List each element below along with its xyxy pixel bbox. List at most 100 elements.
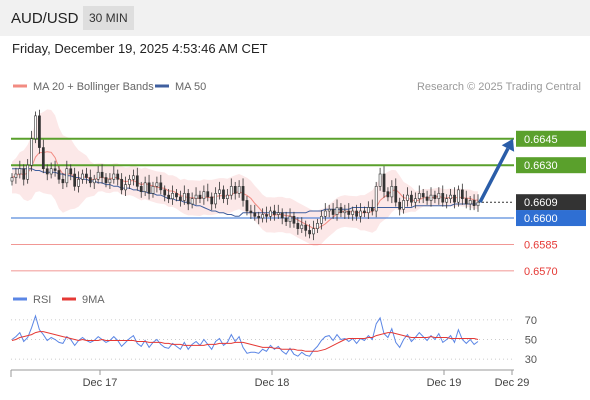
candle-body xyxy=(104,177,108,184)
candle-body xyxy=(139,186,143,192)
candle-body xyxy=(378,173,382,187)
candle-body xyxy=(319,215,323,224)
candle-body xyxy=(476,201,480,207)
ma20-legend-label: MA 20 + Bollinger Bands xyxy=(33,81,154,93)
candle-body xyxy=(241,186,245,201)
candle-body xyxy=(245,200,249,212)
candle-body xyxy=(421,193,425,198)
candle-body xyxy=(233,186,237,194)
candle-body xyxy=(14,173,18,178)
candle-body xyxy=(198,194,202,199)
candle-body xyxy=(171,193,174,199)
candle-body xyxy=(386,191,390,198)
candle-body xyxy=(159,182,163,191)
candle-body xyxy=(175,193,178,198)
rsi-legend-label: RSI xyxy=(33,294,51,306)
candle-body xyxy=(312,228,315,235)
candle-body xyxy=(261,214,264,219)
candle-body xyxy=(237,186,241,194)
candle-body xyxy=(194,194,198,199)
timeframe-badge[interactable]: 30 MIN xyxy=(83,6,134,30)
candle-body xyxy=(147,182,151,194)
level-0-6570-label: 0.6570 xyxy=(524,266,558,278)
price-level-labels: 0.6645 0.6630 0.6609 0.6600 0.6585 0.6570 xyxy=(516,130,586,278)
candle-body xyxy=(398,201,402,210)
candle-body xyxy=(363,210,366,214)
ma50-legend-label: MA 50 xyxy=(175,81,206,93)
candle-body xyxy=(38,115,41,148)
candle-body xyxy=(218,189,221,194)
candle-body xyxy=(441,193,445,203)
candle-body xyxy=(308,230,311,235)
candle-body xyxy=(339,207,343,214)
candle-body xyxy=(417,193,421,199)
candle-body xyxy=(155,182,159,187)
candle-body xyxy=(323,210,327,217)
candle-body xyxy=(304,224,308,231)
candle-body xyxy=(382,173,386,192)
candle-body xyxy=(276,212,280,215)
candle-body xyxy=(128,178,131,185)
candle-body xyxy=(445,198,449,203)
level-0-6585-label: 0.6585 xyxy=(524,239,558,251)
candle-body xyxy=(214,193,217,205)
level-0-6600-label: 0.6600 xyxy=(524,213,558,225)
candle-body xyxy=(292,215,296,224)
candle-body xyxy=(186,193,190,205)
candle-body xyxy=(413,198,417,203)
ma9-legend-label: 9MA xyxy=(82,294,105,306)
candle-body xyxy=(45,168,49,175)
rsi-tick-30: 30 xyxy=(525,354,537,366)
candle-body xyxy=(53,168,57,171)
level-0-6630-label: 0.6630 xyxy=(524,160,558,172)
candle-body xyxy=(410,194,413,203)
candle-body xyxy=(229,186,233,196)
candle-body xyxy=(116,173,120,180)
level-0-6600-badge xyxy=(516,210,586,227)
level-0-6609-label: 0.6609 xyxy=(524,197,558,209)
rsi-line xyxy=(11,314,479,357)
candle-body xyxy=(81,173,84,180)
candle-body xyxy=(190,198,194,205)
candle-body xyxy=(18,168,22,175)
level-0-6609-badge xyxy=(516,194,586,211)
candle-body xyxy=(167,194,171,199)
level-0-6645-label: 0.6645 xyxy=(524,134,558,146)
candle-body xyxy=(273,210,276,215)
candle-body xyxy=(182,193,186,201)
candle-body xyxy=(65,168,69,184)
candle-body xyxy=(402,200,405,210)
candle-body xyxy=(249,210,253,214)
candle-body xyxy=(41,147,45,170)
candle-body xyxy=(460,189,464,199)
target-arrow-head xyxy=(501,138,515,152)
candle-body xyxy=(351,210,355,215)
candle-body xyxy=(124,184,127,191)
candle-body xyxy=(433,194,437,199)
candle-body xyxy=(335,207,339,215)
candle-body xyxy=(269,210,272,217)
candle-body xyxy=(49,168,53,175)
candle-body xyxy=(22,168,26,180)
candle-body xyxy=(73,173,77,187)
research-credit: Research © 2025 Trading Central xyxy=(417,81,581,93)
rsi-tick-50: 50 xyxy=(525,335,537,347)
candle-body xyxy=(355,210,358,217)
candle-body xyxy=(30,138,33,166)
candle-body xyxy=(327,208,331,212)
rsi-ma9-line xyxy=(11,331,479,352)
candle-body xyxy=(265,214,268,217)
candle-body xyxy=(85,173,88,178)
candle-body xyxy=(253,212,257,217)
target-arrow xyxy=(478,138,515,203)
candle-body xyxy=(449,194,452,199)
level-0-6645-badge xyxy=(516,130,586,147)
candle-body xyxy=(374,186,378,212)
candle-body xyxy=(206,191,210,198)
candle-body xyxy=(316,223,319,229)
level-0-6630-badge xyxy=(516,157,586,174)
header-bar: AUD/USD 30 MIN xyxy=(0,0,590,36)
candle-body xyxy=(370,207,374,212)
symbol-label: AUD/USD xyxy=(11,10,79,27)
candle-body xyxy=(222,189,225,199)
